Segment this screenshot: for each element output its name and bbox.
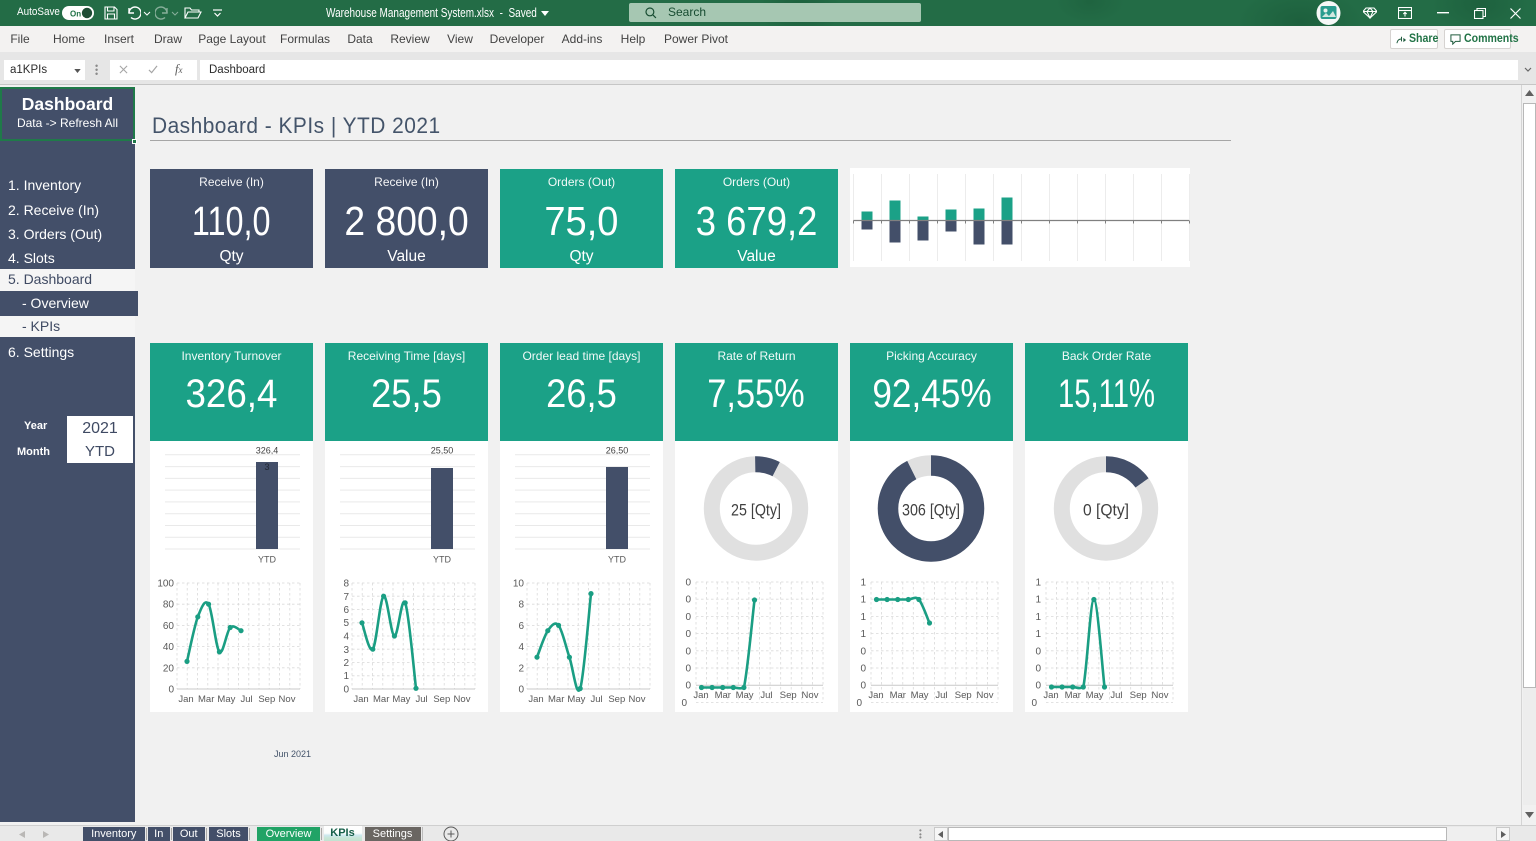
svg-text:0 [Qty]: 0 [Qty] bbox=[1083, 502, 1129, 520]
svg-text:0: 0 bbox=[685, 681, 691, 692]
svg-text:6: 6 bbox=[518, 621, 524, 632]
svg-text:Nov: Nov bbox=[454, 694, 471, 705]
svg-text:1: 1 bbox=[860, 595, 866, 606]
svg-text:0: 0 bbox=[1035, 681, 1041, 692]
svg-text:May: May bbox=[736, 690, 754, 701]
svg-text:8: 8 bbox=[343, 579, 349, 590]
svg-text:0: 0 bbox=[685, 612, 691, 623]
svg-text:Nov: Nov bbox=[1152, 690, 1169, 701]
svg-text:May: May bbox=[567, 694, 585, 705]
svg-text:Mar: Mar bbox=[373, 694, 389, 705]
svg-text:3: 3 bbox=[264, 462, 269, 472]
svg-text:6: 6 bbox=[343, 605, 349, 616]
svg-text:YTD: YTD bbox=[258, 555, 277, 565]
svg-text:Jan: Jan bbox=[868, 690, 883, 701]
svg-text:Jul: Jul bbox=[591, 694, 603, 705]
svg-text:Nov: Nov bbox=[977, 690, 994, 701]
svg-text:3: 3 bbox=[343, 645, 349, 656]
svg-text:0: 0 bbox=[168, 685, 174, 696]
svg-text:Jul: Jul bbox=[416, 694, 428, 705]
svg-text:Jan: Jan bbox=[1043, 690, 1058, 701]
svg-text:Mar: Mar bbox=[198, 694, 214, 705]
svg-text:0: 0 bbox=[1035, 664, 1041, 675]
svg-text:1: 1 bbox=[1035, 612, 1041, 623]
svg-text:YTD: YTD bbox=[608, 555, 627, 565]
svg-text:20: 20 bbox=[163, 663, 175, 674]
svg-text:Jan: Jan bbox=[353, 694, 368, 705]
svg-text:0: 0 bbox=[685, 646, 691, 657]
svg-text:Sep: Sep bbox=[258, 694, 275, 705]
svg-text:0: 0 bbox=[518, 685, 524, 696]
svg-text:Jul: Jul bbox=[1110, 690, 1122, 701]
svg-text:26,50: 26,50 bbox=[606, 446, 629, 456]
svg-text:25,50: 25,50 bbox=[431, 446, 454, 456]
svg-text:On: On bbox=[70, 10, 81, 19]
svg-text:Sep: Sep bbox=[955, 690, 972, 701]
svg-text:80: 80 bbox=[163, 600, 175, 611]
svg-text:306 [Qty]: 306 [Qty] bbox=[902, 502, 960, 520]
svg-text:0: 0 bbox=[685, 578, 691, 589]
svg-text:7: 7 bbox=[343, 592, 349, 603]
svg-text:YTD: YTD bbox=[433, 555, 452, 565]
svg-text:Mar: Mar bbox=[715, 690, 731, 701]
svg-text:1: 1 bbox=[1035, 595, 1041, 606]
svg-text:100: 100 bbox=[157, 579, 174, 590]
svg-text:Jul: Jul bbox=[935, 690, 947, 701]
svg-text:0: 0 bbox=[685, 664, 691, 675]
svg-text:1: 1 bbox=[860, 612, 866, 623]
svg-text:Nov: Nov bbox=[279, 694, 296, 705]
svg-text:Jul: Jul bbox=[241, 694, 253, 705]
svg-text:40: 40 bbox=[163, 642, 175, 653]
svg-text:1: 1 bbox=[343, 671, 349, 682]
svg-text:Jul: Jul bbox=[760, 690, 772, 701]
svg-text:Mar: Mar bbox=[548, 694, 564, 705]
svg-text:Nov: Nov bbox=[802, 690, 819, 701]
svg-text:0: 0 bbox=[860, 681, 866, 692]
svg-text:60: 60 bbox=[163, 621, 175, 632]
svg-text:Mar: Mar bbox=[890, 690, 906, 701]
svg-text:4: 4 bbox=[518, 642, 524, 653]
svg-text:10: 10 bbox=[513, 579, 525, 590]
svg-text:May: May bbox=[911, 690, 929, 701]
svg-text:2: 2 bbox=[518, 663, 524, 674]
svg-text:Sep: Sep bbox=[780, 690, 797, 701]
svg-text:5: 5 bbox=[343, 618, 349, 629]
svg-text:25 [Qty]: 25 [Qty] bbox=[731, 502, 781, 520]
svg-text:2: 2 bbox=[343, 658, 349, 669]
svg-text:1: 1 bbox=[860, 578, 866, 589]
svg-text:0: 0 bbox=[860, 664, 866, 675]
svg-text:Jan: Jan bbox=[528, 694, 543, 705]
svg-text:0: 0 bbox=[343, 685, 349, 696]
svg-text:May: May bbox=[392, 694, 410, 705]
svg-text:1: 1 bbox=[860, 629, 866, 640]
svg-text:Sep: Sep bbox=[1130, 690, 1147, 701]
svg-text:1: 1 bbox=[1035, 578, 1041, 589]
svg-text:0: 0 bbox=[681, 698, 687, 709]
svg-text:Nov: Nov bbox=[629, 694, 646, 705]
svg-text:Jan: Jan bbox=[178, 694, 193, 705]
svg-text:0: 0 bbox=[685, 629, 691, 640]
svg-text:Sep: Sep bbox=[608, 694, 625, 705]
svg-text:8: 8 bbox=[518, 600, 524, 611]
svg-text:Jan: Jan bbox=[693, 690, 708, 701]
svg-text:4: 4 bbox=[343, 632, 349, 643]
svg-text:0: 0 bbox=[856, 698, 862, 709]
svg-text:0: 0 bbox=[860, 646, 866, 657]
svg-text:May: May bbox=[217, 694, 235, 705]
svg-text:326,4: 326,4 bbox=[256, 446, 279, 456]
svg-text:Mar: Mar bbox=[1065, 690, 1081, 701]
svg-text:1: 1 bbox=[1035, 629, 1041, 640]
svg-text:0: 0 bbox=[1031, 698, 1037, 709]
svg-text:Sep: Sep bbox=[433, 694, 450, 705]
svg-text:0: 0 bbox=[1035, 646, 1041, 657]
svg-text:0: 0 bbox=[685, 595, 691, 606]
svg-text:May: May bbox=[1086, 690, 1104, 701]
